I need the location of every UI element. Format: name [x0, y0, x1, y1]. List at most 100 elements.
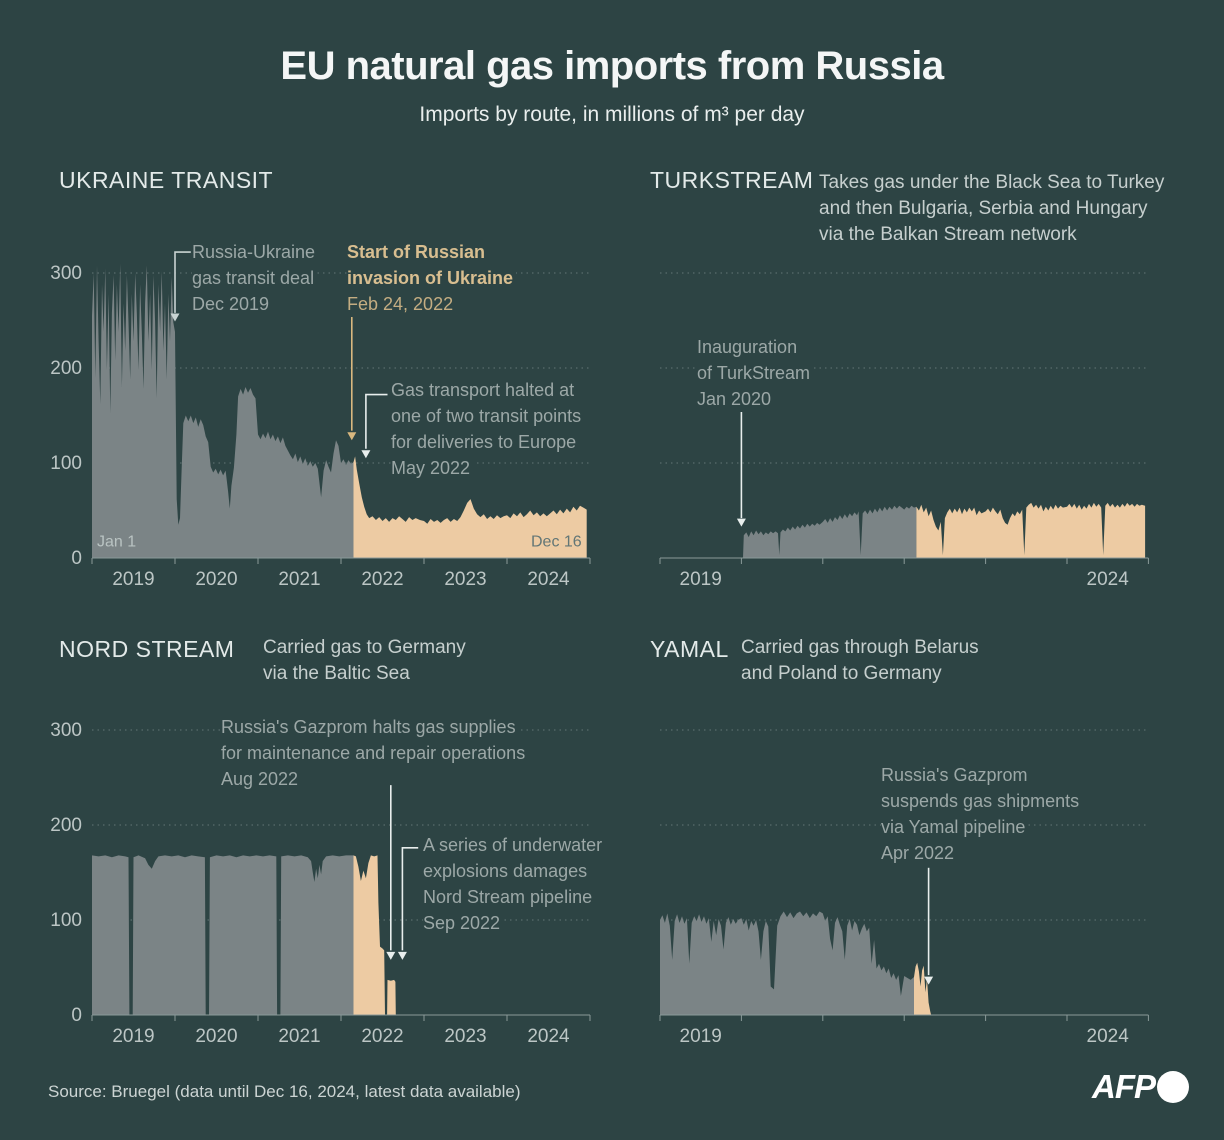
annotation-line: Start of Russian [347, 239, 489, 265]
annotation-line: Aug 2022 [221, 766, 302, 792]
panel-chart-yamal: 2019 2024 [659, 729, 1149, 1047]
panel-title-nord-stream: NORD STREAM [59, 636, 235, 662]
annotation-line: for maintenance and repair operations [221, 740, 529, 766]
description-line: and then Bulgaria, Serbia and Hungary [819, 198, 1148, 219]
panel-chart-ukraine-transit: 2019 2020 2021 2022 2023 2024 0 100 200 300 Jan 1 D… [50, 251, 591, 590]
x-tick-label: 2024 [1087, 569, 1130, 590]
x-tick-label: 2021 [278, 1026, 320, 1047]
x-tick-label: 2024 [527, 1026, 570, 1047]
x-tick-label: 2019 [680, 1026, 722, 1047]
arrow-down-icon [170, 313, 180, 322]
afp-logo-text: AFP [1092, 1068, 1156, 1105]
annotation-inauguration: Inauguration of TurkStream Jan 2020 [697, 334, 814, 412]
annotation-line: suspends gas shipments [881, 788, 1083, 814]
description-line: via the Baltic Sea [263, 663, 410, 684]
annotation-line: Russia's Gazprom halts gas supplies [221, 714, 519, 740]
description-line: Takes gas under the Black Sea to Turkey [819, 172, 1165, 193]
x-tick-label: 2024 [527, 569, 570, 590]
annotation-line: Inauguration [697, 334, 801, 360]
x-tick-label: 2024 [1087, 1026, 1130, 1047]
afp-logo: AFP [1092, 1068, 1189, 1106]
x-tick-label: 2019 [680, 569, 722, 590]
annotation-transit-deal: Russia-Ukraine gas transit deal Dec 2019 [192, 239, 319, 317]
annotation-line: May 2022 [391, 455, 474, 481]
series-pre-invasion [660, 911, 914, 1015]
y-tick-label: 200 [50, 358, 82, 379]
arrow-down-icon [397, 951, 407, 960]
x-tick-label: 2020 [195, 1026, 237, 1047]
description-line: Carried gas through Belarus [741, 637, 979, 658]
annotation-suspends: Russia's Gazprom suspends gas shipments … [881, 762, 1083, 866]
annotation-line: one of two transit points [391, 403, 585, 429]
series-post-invasion [353, 855, 587, 1015]
annotation-line: Nord Stream pipeline [423, 884, 596, 910]
y-tick-label: 300 [50, 720, 82, 741]
description-nord-stream: Carried gas to Germany via the Baltic Se… [263, 635, 466, 687]
x-tick-label: 2022 [361, 569, 403, 590]
arrow-down-icon [361, 450, 371, 459]
annotation-connector-transit-deal [174, 251, 191, 313]
series-pre-invasion [92, 263, 354, 558]
x-tick-label: 2023 [444, 569, 486, 590]
series-post-invasion [916, 502, 1146, 558]
annotation-line: Apr 2022 [881, 840, 958, 866]
y-tick-label: 0 [71, 548, 82, 569]
series-pre-invasion [743, 505, 917, 558]
panel-chart-turkstream: 2019 2024 [659, 272, 1149, 590]
annotation-line: explosions damages [423, 858, 591, 884]
annotation-line: via Yamal pipeline [881, 814, 1029, 840]
inline-label: Dec 16 [531, 534, 582, 551]
x-tick-label: 2022 [361, 1026, 403, 1047]
annotation-line: Feb 24, 2022 [347, 291, 457, 317]
annotation-line: A series of underwater [423, 832, 606, 858]
header: EU natural gas imports from Russia Impor… [0, 44, 1224, 127]
annotation-line: gas transit deal [192, 265, 318, 291]
series-pre-invasion [92, 855, 354, 1015]
x-tick-label: 2023 [444, 1026, 486, 1047]
annotation-line: Russia's Gazprom [881, 762, 1031, 788]
page-subtitle: Imports by route, in millions of m³ per … [419, 103, 805, 126]
annotation-line: Dec 2019 [192, 291, 273, 317]
y-tick-label: 200 [50, 815, 82, 836]
arrow-down-icon [386, 951, 396, 960]
source-credit: Source: Bruegel (data until Dec 16, 2024… [48, 1082, 521, 1101]
annotation-line: invasion of Ukraine [347, 265, 517, 291]
annotation-line: for deliveries to Europe [391, 429, 580, 455]
page-title: EU natural gas imports from Russia [280, 44, 944, 88]
description-line: and Poland to Germany [741, 663, 942, 684]
inline-label: Jan 1 [97, 534, 136, 551]
panel-title-turkstream: TURKSTREAM [650, 167, 814, 193]
annotation-line: Sep 2022 [423, 910, 504, 936]
annotation-connector-explosions [401, 846, 419, 951]
panel-title-yamal: YAMAL [650, 636, 729, 662]
series-post-invasion [914, 962, 1146, 1015]
y-tick-label: 100 [50, 453, 82, 474]
annotation-line: of TurkStream [697, 360, 814, 386]
arrow-down-icon [924, 976, 934, 985]
description-yamal: Carried gas through Belarus and Poland t… [741, 635, 979, 687]
panel-title-ukraine-transit: UKRAINE TRANSIT [59, 167, 274, 193]
annotation-line: Gas transport halted at [391, 377, 578, 403]
annotation-halted: Gas transport halted at one of two trans… [391, 377, 585, 481]
annotation-line: Jan 2020 [697, 386, 775, 412]
y-tick-label: 0 [71, 1005, 82, 1026]
description-turkstream: Takes gas under the Black Sea to Turkey … [819, 170, 1164, 248]
description-line: via the Balkan Stream network [819, 224, 1077, 245]
x-tick-label: 2019 [112, 1026, 154, 1047]
annotation-explosions: A series of underwater explosions damage… [423, 832, 606, 936]
y-tick-label: 300 [50, 263, 82, 284]
x-tick-label: 2019 [112, 569, 154, 590]
description-line: Carried gas to Germany [263, 637, 466, 658]
annotation-invasion: Start of Russian invasion of Ukraine Feb… [347, 239, 517, 317]
arrow-down-icon [347, 432, 357, 441]
y-tick-label: 100 [50, 910, 82, 931]
x-tick-label: 2021 [278, 569, 320, 590]
afp-logo-dot-icon [1157, 1071, 1189, 1103]
annotation-line: Russia-Ukraine [192, 239, 319, 265]
x-tick-label: 2020 [195, 569, 237, 590]
annotation-gazprom-halts: Russia's Gazprom halts gas supplies for … [221, 714, 529, 792]
arrow-down-icon [736, 518, 746, 527]
annotation-connector-halted [365, 393, 388, 449]
series-post-invasion [353, 456, 587, 558]
